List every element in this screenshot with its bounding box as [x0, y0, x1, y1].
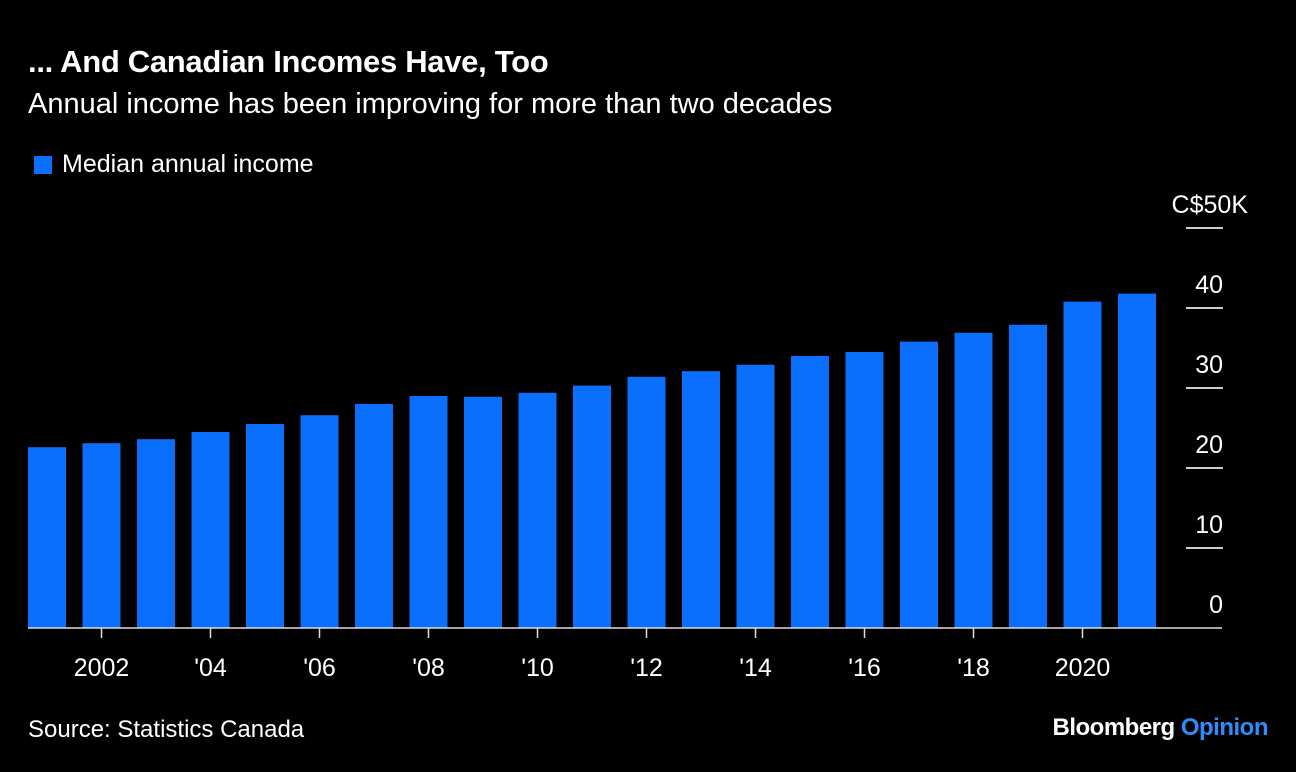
bar-2011 [573, 385, 611, 628]
bar-2007 [355, 404, 393, 628]
chart-subtitle: Annual income has been improving for mor… [28, 88, 833, 120]
bar-2003 [137, 439, 175, 628]
bar-2005 [246, 424, 284, 628]
x-tick-label: '16 [848, 654, 881, 682]
y-tick-label: 0 [1209, 591, 1223, 619]
legend: Median annual income [34, 150, 314, 179]
bar-2016 [845, 352, 884, 628]
bar-2021 [1118, 293, 1156, 628]
x-tick-label: '12 [630, 654, 663, 682]
bar-2013 [682, 371, 720, 628]
bar-2014 [736, 364, 775, 628]
y-tick-label: 20 [1195, 431, 1223, 459]
chart-title: ... And Canadian Incomes Have, Too [28, 44, 549, 79]
bar-2010 [518, 392, 557, 628]
x-tick-label: '04 [194, 654, 227, 682]
bar-2004 [191, 432, 230, 628]
x-tick-label: '18 [957, 654, 990, 682]
source-note: Source: Statistics Canada [28, 716, 305, 743]
bloomberg-opinion-logo: Bloomberg Opinion [1052, 714, 1269, 741]
y-tick-label: 10 [1195, 511, 1223, 539]
x-tick-label: '14 [739, 654, 772, 682]
bar-2020 [1063, 301, 1102, 628]
bar-2008 [409, 396, 448, 628]
bar-2018 [954, 332, 993, 628]
bar-2012 [627, 376, 666, 628]
x-tick-label: '10 [521, 654, 554, 682]
bar-2006 [300, 415, 339, 628]
bar-2019 [1009, 324, 1047, 628]
y-tick-label: 30 [1195, 351, 1223, 379]
x-tick-label: 2002 [74, 654, 130, 682]
legend-swatch [34, 155, 52, 174]
bar-2001 [28, 447, 66, 628]
x-tick-label: 2020 [1055, 654, 1111, 682]
bar-2009 [464, 396, 502, 628]
y-tick-label: 40 [1195, 271, 1223, 299]
legend-label: Median annual income [62, 150, 314, 178]
bar-2015 [791, 356, 829, 628]
x-tick-label: '08 [412, 654, 445, 682]
y-tick-label: C$50K [1172, 191, 1249, 219]
bar-2017 [900, 341, 938, 628]
x-tick-label: '06 [303, 654, 336, 682]
bar-2002 [82, 443, 121, 628]
